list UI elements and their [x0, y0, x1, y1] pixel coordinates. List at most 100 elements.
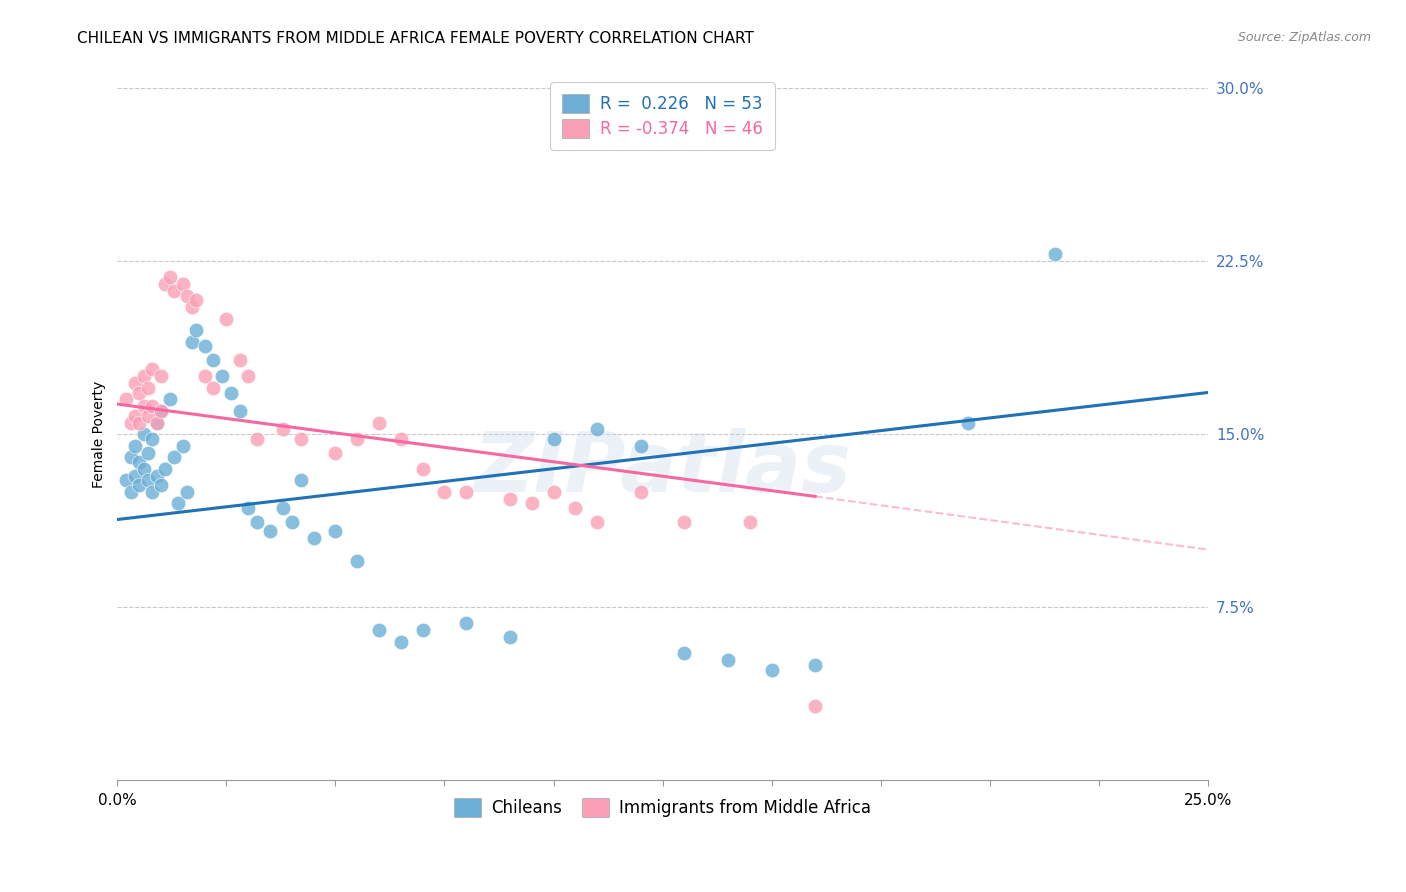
Point — [219, 385, 242, 400]
Point — [543, 432, 565, 446]
Point — [155, 277, 177, 291]
Point — [141, 484, 163, 499]
Point — [302, 531, 325, 545]
Point — [136, 409, 159, 423]
Y-axis label: Female Poverty: Female Poverty — [93, 381, 107, 488]
Point — [202, 353, 225, 368]
Point — [120, 416, 142, 430]
Point — [804, 657, 827, 672]
Point — [150, 369, 173, 384]
Point — [499, 630, 522, 644]
Point — [346, 554, 368, 568]
Point — [202, 381, 225, 395]
Point — [346, 432, 368, 446]
Point — [180, 334, 202, 349]
Point — [132, 427, 155, 442]
Point — [172, 277, 194, 291]
Point — [128, 455, 150, 469]
Point — [804, 699, 827, 714]
Point — [368, 416, 391, 430]
Point — [141, 400, 163, 414]
Point — [290, 432, 312, 446]
Point — [120, 484, 142, 499]
Point — [145, 416, 167, 430]
Point — [132, 369, 155, 384]
Point — [956, 416, 979, 430]
Point — [128, 478, 150, 492]
Point — [184, 323, 207, 337]
Point — [136, 381, 159, 395]
Point — [271, 500, 294, 515]
Point — [238, 500, 260, 515]
Point — [630, 484, 652, 499]
Point — [630, 439, 652, 453]
Point — [172, 439, 194, 453]
Point — [167, 496, 190, 510]
Point — [499, 491, 522, 506]
Point — [586, 515, 609, 529]
Point — [271, 422, 294, 436]
Point — [115, 473, 138, 487]
Point — [673, 515, 696, 529]
Point — [246, 515, 269, 529]
Point — [124, 376, 146, 391]
Point — [586, 422, 609, 436]
Point — [717, 653, 740, 667]
Point — [228, 353, 250, 368]
Point — [124, 409, 146, 423]
Point — [412, 461, 434, 475]
Point — [145, 468, 167, 483]
Point — [246, 432, 269, 446]
Point — [141, 362, 163, 376]
Point — [163, 450, 186, 465]
Point — [115, 392, 138, 407]
Point — [132, 461, 155, 475]
Point — [145, 416, 167, 430]
Point — [456, 616, 478, 631]
Point — [368, 624, 391, 638]
Point — [159, 392, 181, 407]
Point — [761, 663, 783, 677]
Text: Source: ZipAtlas.com: Source: ZipAtlas.com — [1237, 31, 1371, 45]
Point — [124, 468, 146, 483]
Point — [433, 484, 456, 499]
Point — [159, 270, 181, 285]
Point — [194, 369, 217, 384]
Point — [673, 646, 696, 660]
Point — [120, 450, 142, 465]
Point — [228, 404, 250, 418]
Point — [180, 300, 202, 314]
Point — [128, 416, 150, 430]
Point — [124, 439, 146, 453]
Point — [1043, 247, 1066, 261]
Point — [136, 473, 159, 487]
Point — [150, 478, 173, 492]
Point — [543, 484, 565, 499]
Point — [211, 369, 233, 384]
Point — [141, 432, 163, 446]
Point — [325, 524, 347, 538]
Point — [150, 404, 173, 418]
Point — [564, 500, 586, 515]
Point — [150, 404, 173, 418]
Point — [238, 369, 260, 384]
Point — [176, 288, 198, 302]
Point — [389, 635, 412, 649]
Point — [132, 400, 155, 414]
Point — [163, 284, 186, 298]
Point — [281, 515, 304, 529]
Point — [389, 432, 412, 446]
Point — [194, 339, 217, 353]
Point — [259, 524, 281, 538]
Text: CHILEAN VS IMMIGRANTS FROM MIDDLE AFRICA FEMALE POVERTY CORRELATION CHART: CHILEAN VS IMMIGRANTS FROM MIDDLE AFRICA… — [77, 31, 754, 46]
Point — [412, 624, 434, 638]
Point — [136, 445, 159, 459]
Point — [520, 496, 543, 510]
Point — [215, 311, 238, 326]
Point — [325, 445, 347, 459]
Point — [176, 484, 198, 499]
Point — [290, 473, 312, 487]
Point — [456, 484, 478, 499]
Point — [738, 515, 761, 529]
Point — [184, 293, 207, 308]
